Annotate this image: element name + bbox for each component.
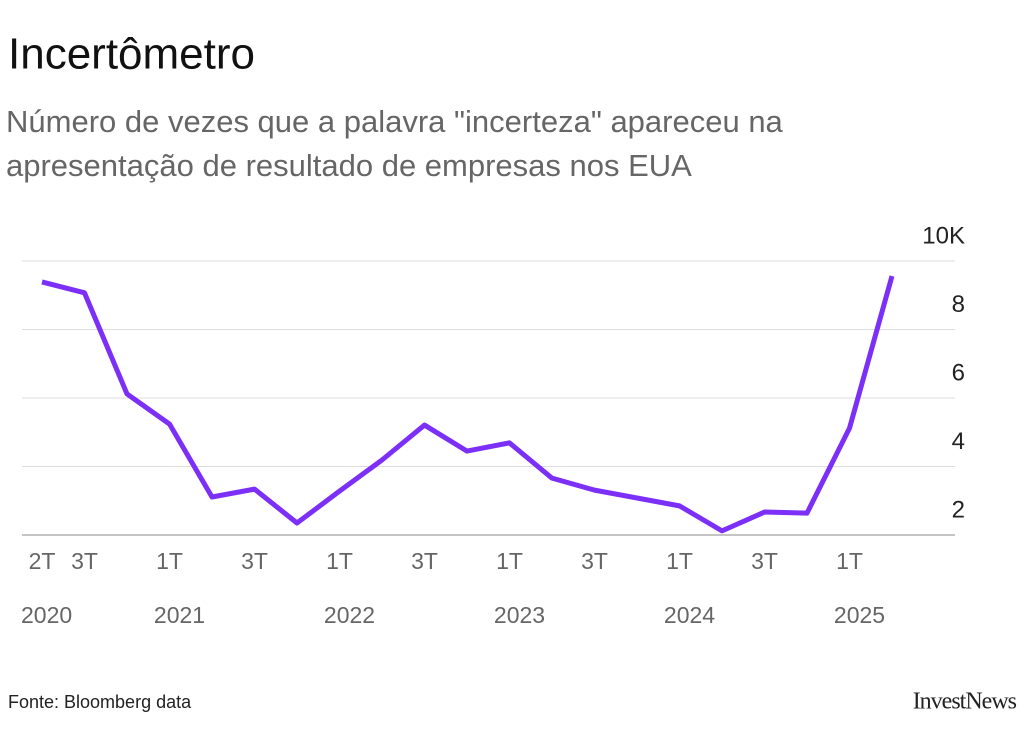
x-tick-label: 1T <box>836 548 863 574</box>
y-tick-label: 6 <box>952 359 965 386</box>
x-tick-label: 3T <box>71 548 98 574</box>
chart-subtitle: Número de vezes que a palavra "incerteza… <box>6 104 783 183</box>
y-tick-label: 10K <box>922 222 965 249</box>
source: Fonte: Bloomberg data <box>8 692 192 712</box>
x-tick-label: 1T <box>496 548 523 574</box>
x-tick-label: 3T <box>751 548 778 574</box>
chart-title: Incertômetro <box>8 30 255 79</box>
x-tick-label: 1T <box>326 548 353 574</box>
x-tick-label: 2T <box>29 548 56 574</box>
brand-logo: InvestNews <box>913 689 1017 715</box>
x-year-label: 2023 <box>494 602 545 628</box>
x-year-label: 2024 <box>664 602 715 628</box>
y-tick-label: 4 <box>952 428 965 455</box>
x-year-label: 2025 <box>834 602 885 628</box>
data-line <box>41 275 895 534</box>
x-year-label: 2020 <box>21 602 72 628</box>
x-tick-label: 3T <box>581 548 608 574</box>
x-year-label: 2022 <box>324 602 375 628</box>
x-tick-label: 3T <box>241 548 268 574</box>
x-tick-label: 1T <box>666 548 693 574</box>
subtitle-box: Número de vezes que a palavra "incerteza… <box>6 104 783 183</box>
x-tick-label: 3T <box>411 548 438 574</box>
y-tick-label: 8 <box>952 291 965 318</box>
y-tick-label: 2 <box>952 496 965 523</box>
x-tick-label: 1T <box>156 548 183 574</box>
x-year-label: 2021 <box>154 602 205 628</box>
